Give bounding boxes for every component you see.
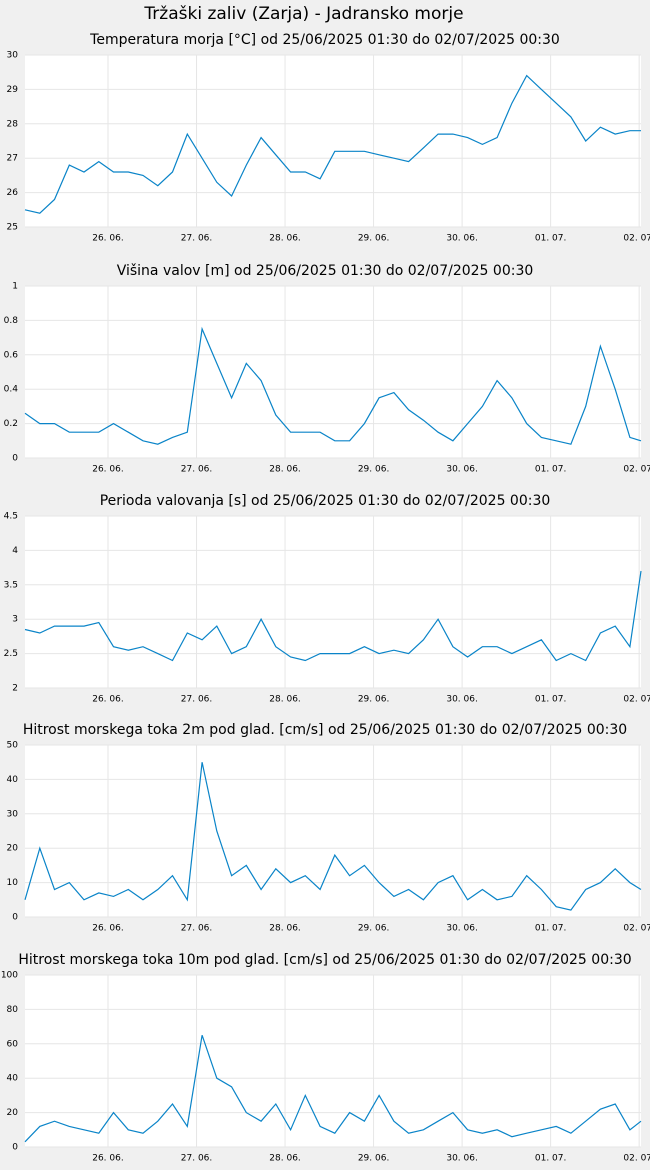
y-tick-label: 40: [7, 775, 19, 785]
x-tick-label: 30. 06.: [446, 924, 478, 934]
x-tick-label: 29. 06.: [358, 924, 390, 934]
main-title: Tržaški zaliv (Zarja) - Jadransko morje: [143, 4, 463, 24]
y-tick-label: 4: [12, 546, 18, 556]
y-tick-label: 0.8: [4, 316, 19, 326]
x-tick-label: 28. 06.: [269, 234, 301, 244]
x-tick-label: 26. 06.: [92, 924, 124, 934]
x-tick-label: 01. 07.: [535, 924, 567, 934]
x-tick-label: 30. 06.: [446, 234, 478, 244]
plot-area: [25, 55, 641, 227]
x-tick-label: 29. 06.: [358, 1154, 390, 1164]
data-line: [24, 326, 642, 445]
x-tick-label: 02. 07.: [623, 465, 650, 475]
x-tick-label: 27. 06.: [181, 465, 213, 475]
x-tick-label: 01. 07.: [535, 1154, 567, 1164]
chart-title: Višina valov [m] od 25/06/2025 01:30 do …: [117, 263, 534, 279]
x-tick-label: 01. 07.: [535, 234, 567, 244]
y-tick-label: 3.5: [4, 580, 18, 590]
x-tick-label: 28. 06.: [269, 924, 301, 934]
y-tick-label: 2.5: [4, 649, 18, 659]
y-tick-label: 28: [7, 119, 19, 129]
y-tick-label: 0.2: [4, 419, 18, 429]
y-tick-label: 2: [12, 684, 18, 694]
plot-area: [25, 745, 641, 917]
x-tick-label: 26. 06.: [92, 1154, 124, 1164]
y-tick-label: 20: [7, 844, 19, 854]
data-line: [24, 1035, 642, 1143]
chart-title: Hitrost morskega toka 2m pod glad. [cm/s…: [23, 722, 627, 738]
y-tick-label: 30: [7, 809, 19, 819]
chart-title: Perioda valovanja [s] od 25/06/2025 01:3…: [100, 493, 551, 509]
x-tick-label: 30. 06.: [446, 695, 478, 705]
data-line: [24, 570, 642, 662]
plot-area: [25, 975, 641, 1147]
x-tick-label: 29. 06.: [358, 695, 390, 705]
y-tick-label: 4.5: [4, 512, 18, 522]
x-tick-label: 26. 06.: [92, 465, 124, 475]
plot-area: [25, 516, 641, 688]
y-tick-label: 0: [12, 454, 18, 464]
x-tick-label: 30. 06.: [446, 1154, 478, 1164]
y-tick-label: 0.4: [4, 385, 19, 395]
x-tick-label: 02. 07.: [623, 1154, 650, 1164]
x-tick-label: 01. 07.: [535, 695, 567, 705]
y-tick-label: 0.6: [4, 350, 19, 360]
x-tick-label: 27. 06.: [181, 1154, 213, 1164]
y-tick-label: 3: [12, 615, 18, 625]
x-tick-label: 29. 06.: [358, 234, 390, 244]
x-tick-label: 28. 06.: [269, 1154, 301, 1164]
y-tick-label: 80: [7, 1005, 19, 1015]
x-tick-label: 26. 06.: [92, 695, 124, 705]
y-tick-label: 50: [7, 741, 19, 751]
x-tick-label: 30. 06.: [446, 465, 478, 475]
y-tick-label: 0: [12, 1143, 18, 1153]
x-tick-label: 01. 07.: [535, 465, 567, 475]
y-tick-label: 27: [7, 154, 18, 164]
data-line: [24, 762, 642, 911]
x-tick-label: 26. 06.: [92, 234, 124, 244]
y-tick-label: 25: [7, 223, 18, 233]
x-tick-label: 27. 06.: [181, 924, 213, 934]
y-tick-label: 30: [7, 51, 19, 61]
y-tick-label: 60: [7, 1039, 19, 1049]
y-tick-label: 40: [7, 1074, 19, 1084]
data-line: [24, 74, 641, 214]
x-tick-label: 29. 06.: [358, 465, 390, 475]
chart-title: Hitrost morskega toka 10m pod glad. [cm/…: [18, 952, 631, 968]
x-tick-label: 02. 07.: [623, 695, 650, 705]
x-tick-label: 27. 06.: [181, 695, 213, 705]
x-tick-label: 28. 06.: [269, 695, 301, 705]
y-tick-label: 10: [7, 878, 19, 888]
chart-title: Temperatura morja [°C] od 25/06/2025 01:…: [89, 32, 560, 48]
x-tick-label: 27. 06.: [181, 234, 213, 244]
y-tick-label: 100: [1, 971, 18, 981]
y-tick-label: 20: [7, 1108, 19, 1118]
y-tick-label: 1: [12, 282, 18, 292]
x-tick-label: 02. 07.: [623, 924, 650, 934]
y-tick-label: 26: [7, 188, 19, 198]
y-tick-label: 0: [12, 913, 18, 923]
x-tick-label: 02. 07.: [623, 234, 650, 244]
y-tick-label: 29: [7, 85, 19, 95]
x-tick-label: 28. 06.: [269, 465, 301, 475]
plot-area: [25, 286, 641, 458]
